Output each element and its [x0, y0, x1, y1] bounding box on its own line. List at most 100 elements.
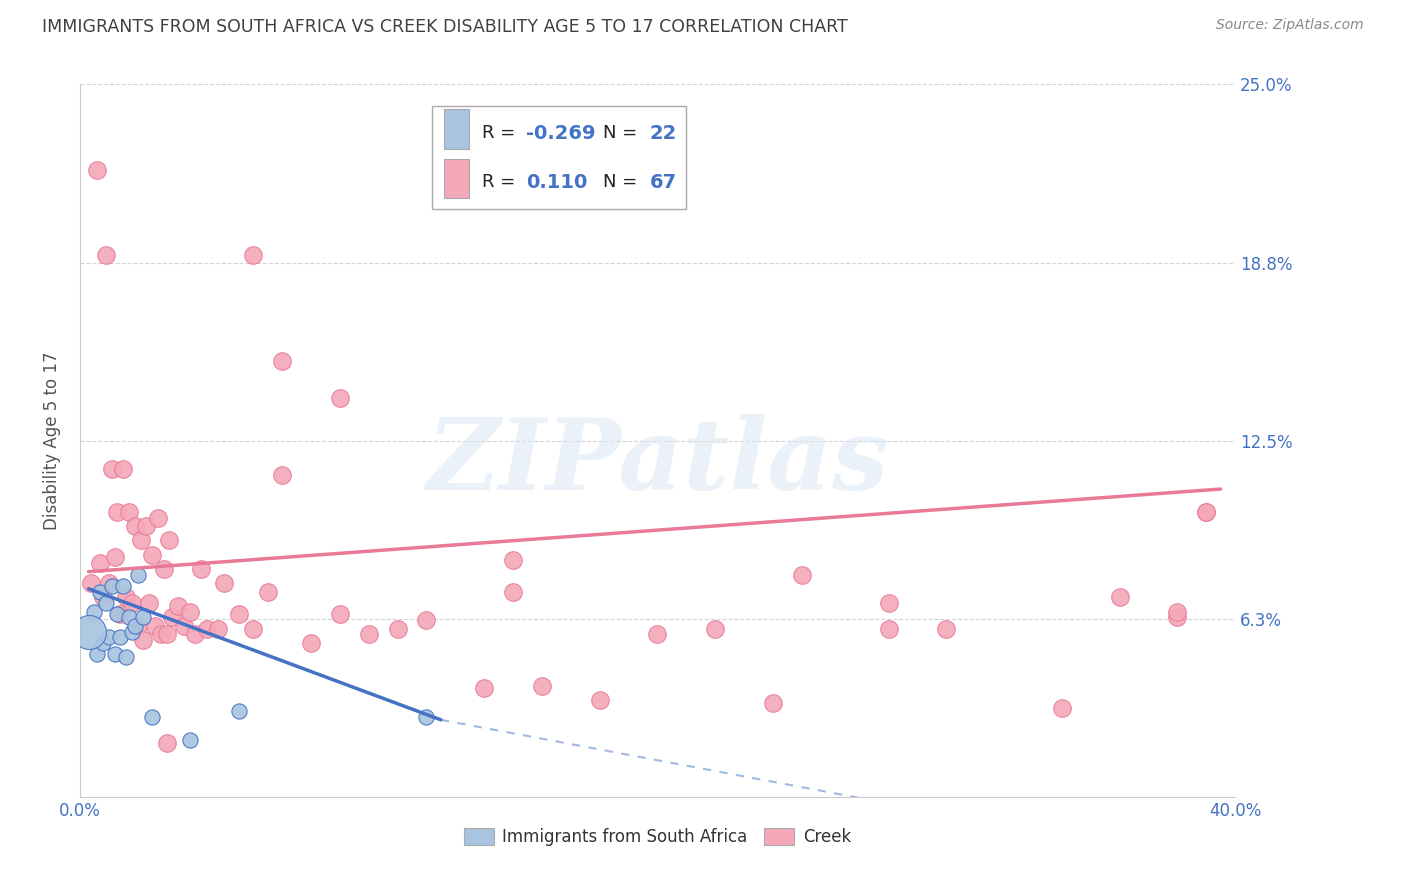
Point — [115, 591, 138, 605]
Point — [94, 248, 117, 262]
Point — [173, 619, 195, 633]
Point — [146, 510, 169, 524]
FancyBboxPatch shape — [432, 106, 686, 209]
Point — [704, 622, 727, 636]
Point — [107, 505, 129, 519]
Point — [132, 633, 155, 648]
Point — [121, 624, 143, 639]
Point — [124, 519, 146, 533]
Point — [97, 630, 120, 644]
Point — [110, 630, 132, 644]
Point — [228, 607, 250, 622]
Point — [1108, 591, 1130, 605]
Point — [179, 732, 201, 747]
Point — [207, 622, 229, 636]
Point — [124, 619, 146, 633]
Point — [502, 584, 524, 599]
Point — [112, 462, 135, 476]
Point — [100, 462, 122, 476]
Point — [107, 607, 129, 622]
Point — [89, 584, 111, 599]
FancyBboxPatch shape — [444, 160, 470, 198]
Point — [141, 548, 163, 562]
Point — [271, 467, 294, 482]
Point — [132, 610, 155, 624]
Point — [1195, 505, 1218, 519]
Point — [647, 627, 669, 641]
Point — [790, 567, 813, 582]
Point — [110, 607, 132, 622]
Point — [118, 505, 141, 519]
Point — [415, 613, 437, 627]
Point — [83, 605, 105, 619]
Point — [149, 627, 172, 641]
Point — [100, 579, 122, 593]
Point — [214, 576, 236, 591]
Text: N =: N = — [603, 124, 643, 142]
Point — [129, 533, 152, 548]
Point — [167, 599, 190, 613]
Point — [299, 636, 322, 650]
Point — [228, 704, 250, 718]
Point — [103, 550, 125, 565]
Point — [415, 710, 437, 724]
Text: Source: ZipAtlas.com: Source: ZipAtlas.com — [1216, 18, 1364, 32]
Point — [135, 519, 157, 533]
Point — [502, 553, 524, 567]
Point — [1195, 505, 1218, 519]
Point — [877, 622, 900, 636]
Point — [91, 636, 114, 650]
Text: IMMIGRANTS FROM SOUTH AFRICA VS CREEK DISABILITY AGE 5 TO 17 CORRELATION CHART: IMMIGRANTS FROM SOUTH AFRICA VS CREEK DI… — [42, 18, 848, 36]
Point — [271, 354, 294, 368]
Point — [472, 681, 495, 696]
Point — [762, 696, 785, 710]
Point — [152, 562, 174, 576]
Point — [143, 619, 166, 633]
Point — [157, 533, 180, 548]
Point — [89, 556, 111, 570]
Point — [329, 607, 352, 622]
Point — [118, 610, 141, 624]
Point — [357, 627, 380, 641]
Point — [530, 679, 553, 693]
Text: 0.110: 0.110 — [526, 173, 588, 193]
Point — [179, 605, 201, 619]
Point — [138, 596, 160, 610]
Point — [256, 584, 278, 599]
Point — [91, 591, 114, 605]
Point — [329, 391, 352, 405]
Point — [1166, 605, 1188, 619]
Point — [195, 622, 218, 636]
Point — [103, 648, 125, 662]
Point — [77, 624, 100, 639]
Point — [155, 627, 177, 641]
Point — [94, 596, 117, 610]
Text: 22: 22 — [650, 124, 676, 143]
Legend: Immigrants from South Africa, Creek: Immigrants from South Africa, Creek — [457, 821, 858, 853]
Text: R =: R = — [482, 173, 527, 192]
Point — [86, 162, 108, 177]
Point — [141, 710, 163, 724]
Point — [877, 596, 900, 610]
Text: N =: N = — [603, 173, 643, 192]
Point — [242, 622, 264, 636]
Point — [155, 736, 177, 750]
Point — [97, 576, 120, 591]
Text: -0.269: -0.269 — [526, 124, 595, 143]
Text: 67: 67 — [650, 173, 676, 193]
Point — [190, 562, 212, 576]
Point — [242, 248, 264, 262]
Point — [184, 627, 207, 641]
Point — [589, 693, 612, 707]
Text: R =: R = — [482, 124, 520, 142]
Point — [1166, 610, 1188, 624]
Point — [86, 648, 108, 662]
FancyBboxPatch shape — [444, 110, 470, 149]
Y-axis label: Disability Age 5 to 17: Disability Age 5 to 17 — [44, 351, 60, 530]
Text: ZIPatlas: ZIPatlas — [426, 414, 889, 510]
Point — [115, 650, 138, 665]
Point — [127, 567, 149, 582]
Point — [112, 579, 135, 593]
Point — [80, 576, 103, 591]
Point — [387, 622, 409, 636]
